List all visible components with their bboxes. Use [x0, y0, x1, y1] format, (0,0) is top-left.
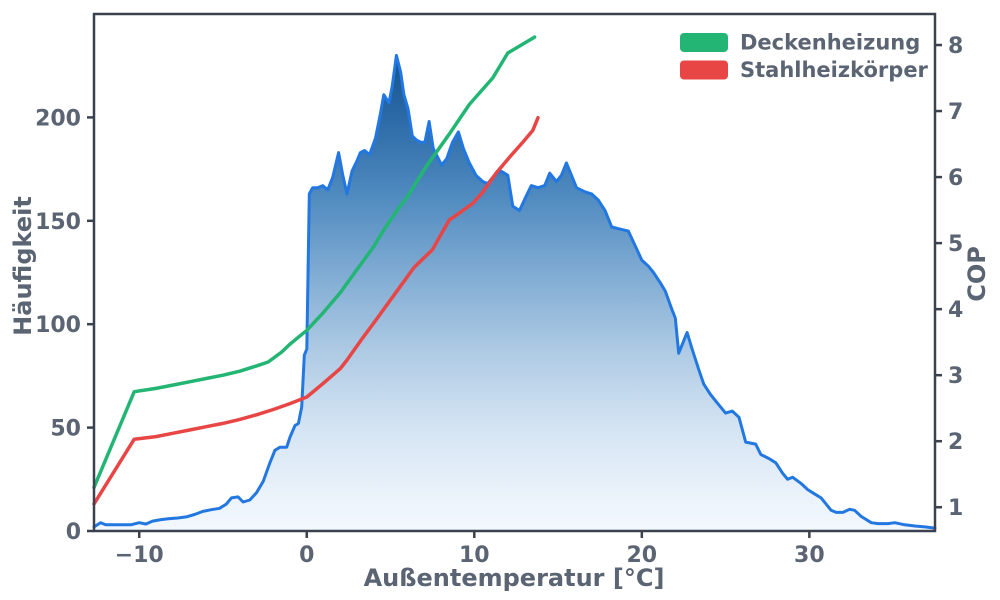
x-tick-label: 20: [627, 543, 658, 568]
y-left-tick-label: 50: [50, 417, 81, 442]
y-left-tick-label: 200: [35, 106, 81, 131]
axes-spines: [92, 12, 937, 533]
histogram-line: [92, 53, 937, 530]
y-right-tick-label: 8: [948, 34, 963, 59]
legend: Deckenheizung Stahlheizkörper: [680, 31, 929, 82]
y-right-axis-label: COP: [963, 246, 991, 302]
y-right-tick-label: 5: [948, 232, 963, 257]
x-axis-label: Außentemperatur [°C]: [364, 564, 665, 592]
legend-label: Deckenheizung: [740, 31, 920, 55]
plot-border: [92, 12, 937, 533]
y-right-tick-label: 3: [948, 364, 963, 389]
y-right-tick-label: 4: [948, 298, 963, 323]
legend-label: Stahlheizkörper: [740, 58, 929, 82]
x-tick-label: 30: [794, 543, 825, 568]
y-right-tick-label: 7: [948, 100, 963, 125]
series-layer: [92, 35, 540, 506]
x-tick-label: −10: [115, 543, 164, 568]
y-left-tick-label: 100: [35, 313, 81, 338]
legend-swatch-deckenheizung: [680, 33, 728, 52]
legend-swatch-stahlheizkörper: [680, 60, 728, 80]
histogram-area: [94, 55, 935, 532]
x-tick-label: 10: [459, 543, 490, 568]
histogram-layer: [92, 53, 937, 532]
y-right-tick-label: 1: [948, 496, 963, 521]
y-left-axis-label: Häufigkeit: [9, 196, 37, 336]
y-right-tick-label: 2: [948, 430, 963, 455]
y-right-tick-label: 6: [948, 166, 963, 191]
axes-ticks: −10 0 10 20 30 0 50 100 150 200 1 2 3 4 5 6 7 8: [35, 34, 963, 568]
y-left-tick-label: 0: [66, 520, 81, 545]
x-tick-label: 0: [299, 543, 314, 568]
y-left-tick-label: 150: [35, 210, 81, 235]
series-line-stahlheizkörper: [92, 115, 540, 506]
series-line-deckenheizung: [92, 35, 537, 490]
